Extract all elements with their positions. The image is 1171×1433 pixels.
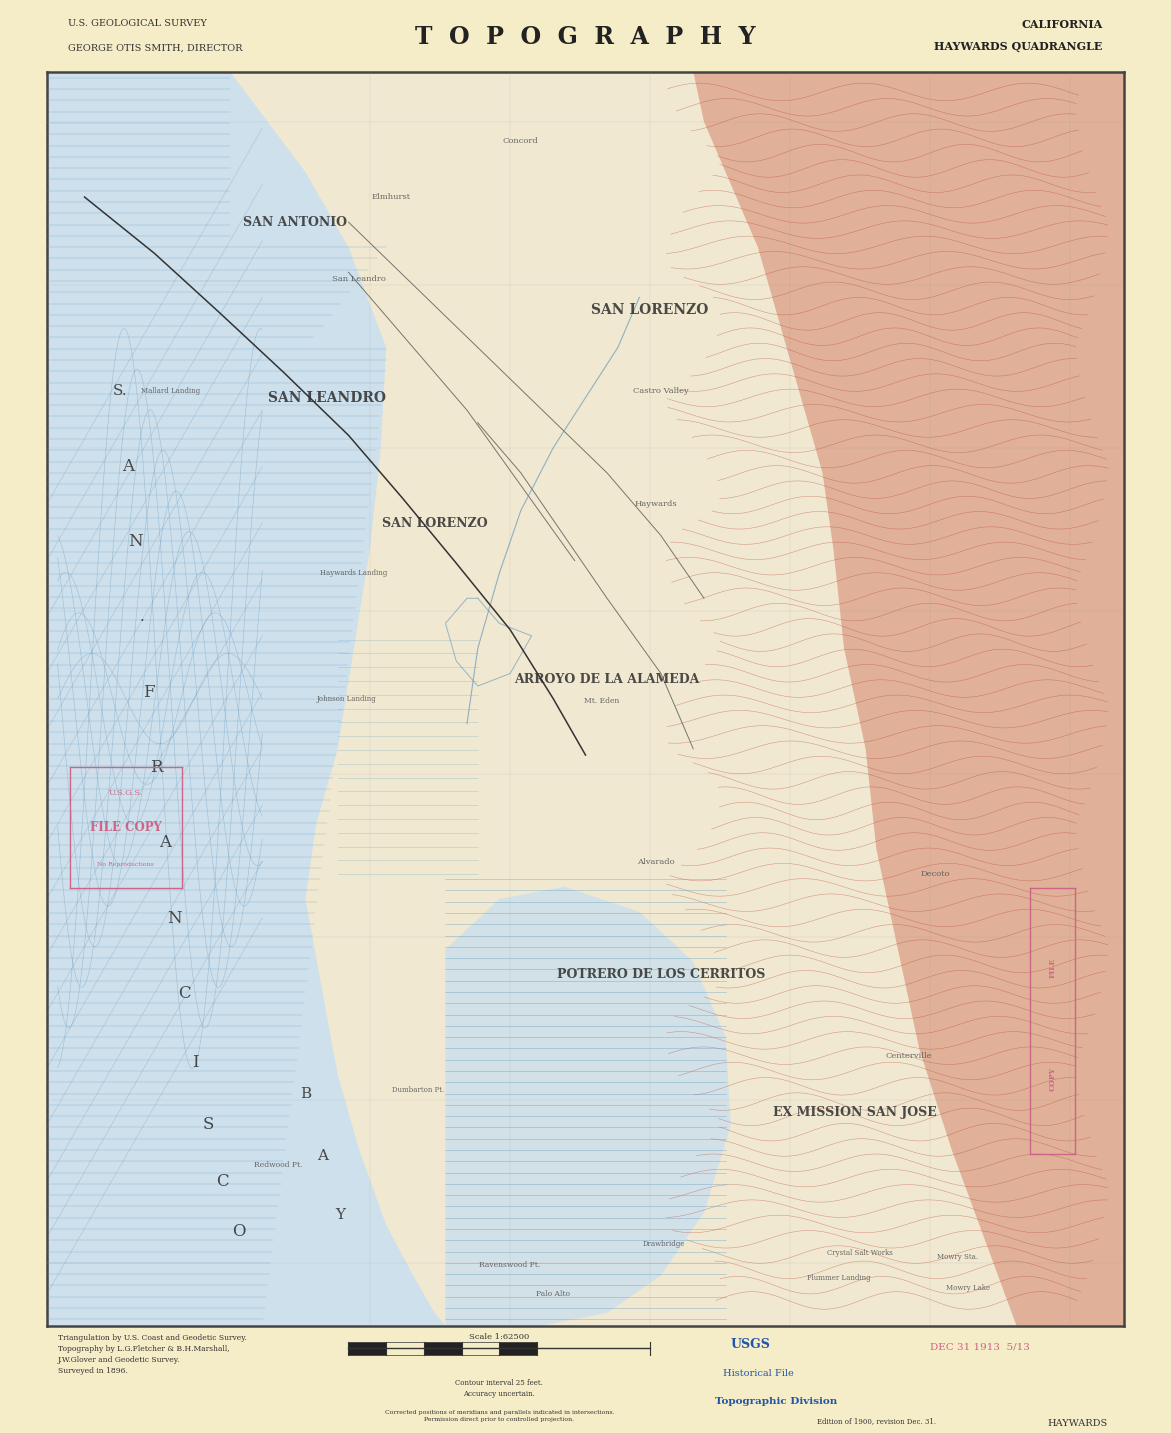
Text: POTRERO DE LOS CERRITOS: POTRERO DE LOS CERRITOS — [556, 967, 765, 982]
Text: C: C — [217, 1172, 228, 1189]
Text: F: F — [143, 684, 155, 701]
Text: HAYWARDS: HAYWARDS — [1048, 1419, 1108, 1427]
Polygon shape — [445, 887, 731, 1326]
Text: S: S — [203, 1116, 214, 1134]
Text: ARROYO DE LA ALAMEDA: ARROYO DE LA ALAMEDA — [514, 674, 700, 686]
Text: FILE COPY: FILE COPY — [90, 821, 162, 834]
Text: N: N — [166, 910, 182, 927]
Text: SAN ANTONIO: SAN ANTONIO — [242, 215, 347, 229]
Text: Haywards: Haywards — [635, 500, 677, 509]
Text: Mallard Landing: Mallard Landing — [142, 387, 200, 396]
Polygon shape — [693, 72, 1124, 1326]
Text: CALIFORNIA: CALIFORNIA — [1021, 19, 1103, 30]
Text: Decoto: Decoto — [920, 870, 951, 878]
Text: Mt. Eden: Mt. Eden — [584, 696, 619, 705]
Text: GEORGE OTIS SMITH, DIRECTOR: GEORGE OTIS SMITH, DIRECTOR — [68, 43, 242, 53]
Bar — [461, 1343, 499, 1354]
Text: Haywards Landing: Haywards Landing — [320, 569, 388, 577]
Text: Castro Valley: Castro Valley — [634, 387, 689, 396]
Text: N: N — [128, 533, 143, 550]
Text: Elmhurst: Elmhurst — [372, 193, 411, 201]
Text: S.: S. — [112, 384, 128, 398]
Text: SAN LEANDRO: SAN LEANDRO — [268, 391, 386, 404]
Text: Triangulation by U.S. Coast and Geodetic Survey.
Topography by L.G.Fletcher & B.: Triangulation by U.S. Coast and Geodetic… — [57, 1334, 246, 1374]
Text: SAN LORENZO: SAN LORENZO — [591, 302, 708, 317]
Text: B: B — [300, 1086, 311, 1101]
Text: COPY: COPY — [1049, 1068, 1056, 1092]
Text: Scale 1:62500: Scale 1:62500 — [470, 1333, 529, 1341]
Text: Topographic Division: Topographic Division — [714, 1397, 837, 1406]
Text: Centerville: Centerville — [885, 1052, 932, 1060]
Text: O: O — [232, 1222, 246, 1240]
Text: I: I — [192, 1053, 199, 1070]
Bar — [499, 1343, 537, 1354]
Text: Concord: Concord — [504, 136, 539, 145]
Text: .: . — [139, 610, 144, 625]
Text: FILE: FILE — [1049, 957, 1056, 979]
Text: A: A — [122, 459, 133, 476]
Text: Contour interval 25 feet.
Accuracy uncertain.: Contour interval 25 feet. Accuracy uncer… — [456, 1380, 543, 1397]
Text: Redwood Pt.: Redwood Pt. — [254, 1161, 303, 1169]
Text: Y: Y — [335, 1208, 345, 1222]
Text: HAYWARDS QUADRANGLE: HAYWARDS QUADRANGLE — [934, 42, 1103, 53]
Text: Ravenswood Pt.: Ravenswood Pt. — [479, 1261, 541, 1270]
Text: Mowry Lake: Mowry Lake — [946, 1284, 989, 1293]
Text: Edition of 1900, revision Dec. 31.: Edition of 1900, revision Dec. 31. — [817, 1417, 937, 1424]
Text: Johnson Landing: Johnson Landing — [316, 695, 376, 702]
Text: Crystal Salt Works: Crystal Salt Works — [828, 1248, 893, 1257]
Text: R: R — [151, 759, 163, 777]
Text: A: A — [317, 1149, 328, 1164]
Polygon shape — [47, 72, 445, 1326]
Text: Palo Alto: Palo Alto — [536, 1290, 570, 1298]
Text: T  O  P  O  G  R  A  P  H  Y: T O P O G R A P H Y — [416, 26, 755, 49]
Text: Historical File: Historical File — [724, 1369, 794, 1379]
Bar — [386, 1343, 424, 1354]
Text: No Reproductions: No Reproductions — [97, 861, 155, 867]
Text: C: C — [178, 984, 191, 1002]
Text: SAN LORENZO: SAN LORENZO — [382, 516, 487, 530]
Text: U.S.G.S.: U.S.G.S. — [109, 790, 143, 797]
Text: Mowry Sta.: Mowry Sta. — [937, 1252, 978, 1261]
Bar — [349, 1343, 386, 1354]
Text: Corrected positions of meridians and parallels indicated in intersections.
Permi: Corrected positions of meridians and par… — [384, 1410, 614, 1422]
Text: Drawbridge: Drawbridge — [643, 1240, 685, 1248]
Text: Alvarado: Alvarado — [637, 857, 674, 866]
Text: Plummer Landing: Plummer Landing — [807, 1274, 870, 1283]
Text: San Leandro: San Leandro — [333, 275, 386, 282]
Text: EX MISSION SAN JOSE: EX MISSION SAN JOSE — [773, 1106, 937, 1119]
Text: U.S. GEOLOGICAL SURVEY: U.S. GEOLOGICAL SURVEY — [68, 19, 207, 29]
Text: A: A — [159, 834, 171, 851]
Text: USGS: USGS — [731, 1338, 771, 1351]
Text: DEC 31 1913  5/13: DEC 31 1913 5/13 — [930, 1343, 1030, 1351]
Bar — [424, 1343, 461, 1354]
Text: Dumbarton Pt.: Dumbarton Pt. — [392, 1086, 445, 1093]
